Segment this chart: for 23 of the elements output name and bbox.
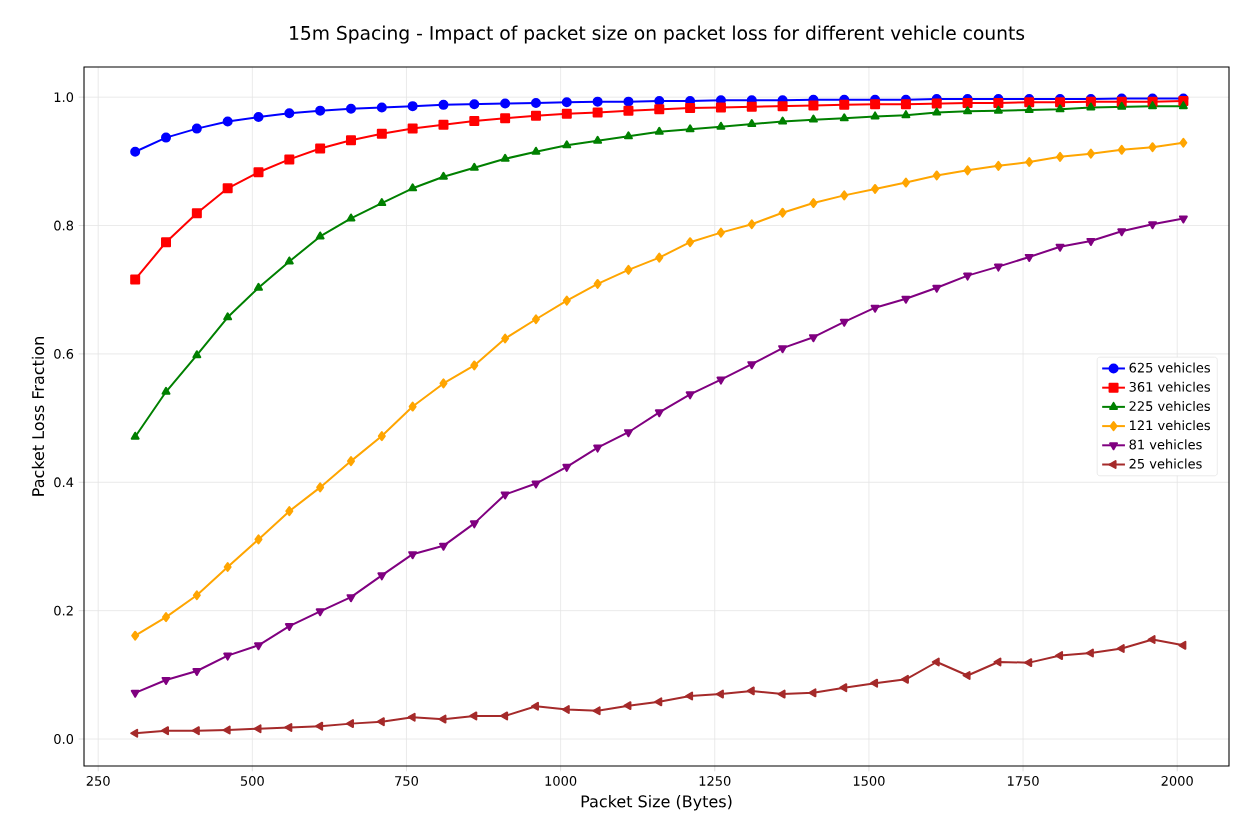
legend-label: 361 vehicles — [1129, 381, 1210, 392]
x-tick-label: 250 — [86, 776, 110, 786]
y-tick-label: 0.6 — [54, 348, 74, 359]
x-tick-label: 1000 — [545, 776, 577, 786]
y-tick-label: 0.0 — [54, 734, 74, 744]
legend-label: 121 vehicles — [1130, 420, 1210, 431]
x-tick-label: 750 — [395, 776, 419, 786]
y-tick-label: 0.2 — [54, 605, 73, 616]
legend-label: 225 vehicles — [1129, 400, 1210, 412]
x-tick-label: 1500 — [853, 776, 885, 786]
y-axis-title: Packet Loss Fraction — [31, 337, 45, 496]
y-tick-label: 0.4 — [54, 477, 74, 488]
x-tick-label: 500 — [240, 776, 264, 786]
x-tick-label: 1750 — [1007, 776, 1039, 786]
x-axis-title: Packet Size (Bytes) — [581, 795, 732, 811]
y-tick-label: 1.0 — [54, 92, 74, 103]
x-tick-label: 2000 — [1161, 776, 1193, 786]
x-tick-label: 1250 — [699, 776, 731, 786]
y-tick-label: 0.8 — [54, 220, 74, 231]
legend-label: 81 vehicles — [1129, 439, 1202, 450]
legend-label: 25 vehicles — [1129, 458, 1202, 469]
chart-title: 15m Spacing - Impact of packet size on packet loss for different vehicle counts — [290, 25, 1025, 44]
legend-label: 625 vehicles — [1129, 362, 1210, 373]
